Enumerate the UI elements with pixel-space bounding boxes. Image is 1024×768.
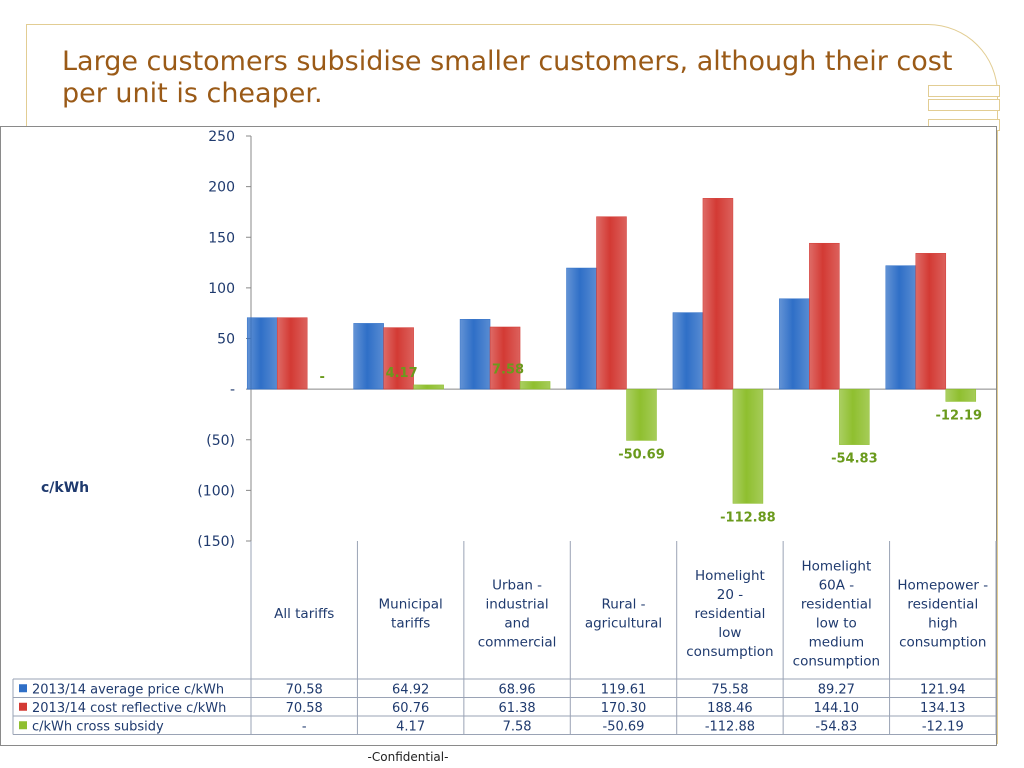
- table-cell-value: 70.58: [286, 682, 323, 697]
- bar-cross-subsidy: [945, 388, 977, 402]
- chart-container: 250 200 150 100 50 - (50) (100) (150) c/kWh - 4.17 7…: [0, 126, 997, 746]
- bar-cost-reflective: [489, 326, 521, 390]
- bar-average-price: [246, 317, 278, 390]
- bar-average-price: [459, 319, 491, 390]
- bar-cross-subsidy: [732, 388, 764, 504]
- legend-series-name: c/kWh cross subsidy: [32, 719, 164, 734]
- data-label-cross-subsidy: 4.17: [386, 366, 418, 381]
- legend-series-name: 2013/14 cost reflective c/kWh: [32, 701, 226, 716]
- bar-average-price: [885, 265, 917, 390]
- table-cell-value: -: [302, 719, 307, 734]
- data-label-cross-subsidy: -112.88: [720, 510, 776, 525]
- bar-cost-reflective: [596, 216, 627, 390]
- y-tick-label: 100: [208, 281, 235, 297]
- data-label-cross-subsidy: -12.19: [936, 408, 983, 423]
- y-tick-label: (100): [197, 483, 235, 499]
- table-cell-value: 89.27: [818, 682, 855, 697]
- table-cell-value: 121.94: [920, 682, 966, 697]
- category-label: Homelight 60A -residential low to medium con…: [793, 559, 880, 670]
- table-cell-value: 64.92: [392, 682, 429, 697]
- table-cell-value: 4.17: [396, 719, 425, 734]
- data-label-cross-subsidy: -: [320, 370, 325, 385]
- table-cell-value: 68.96: [498, 682, 535, 697]
- table-cell-value: 134.13: [920, 701, 966, 716]
- bar-average-price: [779, 298, 810, 390]
- bar-cost-reflective: [383, 327, 414, 390]
- table-cell-value: 188.46: [707, 701, 753, 716]
- table-cell-value: -54.83: [815, 719, 857, 734]
- y-tick-label: 150: [208, 230, 235, 246]
- data-label-cross-subsidy: -54.83: [831, 452, 878, 467]
- bar-cost-reflective: [276, 317, 308, 390]
- bar-cross-subsidy: [626, 388, 657, 441]
- footer-confidential: -Confidential-: [367, 750, 449, 764]
- table-cell-value: 70.58: [286, 701, 323, 716]
- bar-average-price: [672, 312, 704, 390]
- y-tick-label: (50): [206, 433, 235, 449]
- y-tick-label: -: [230, 382, 235, 398]
- bar-cost-reflective: [702, 198, 734, 390]
- legend-swatch: [19, 702, 27, 711]
- table-cell-value: 61.38: [498, 701, 535, 716]
- y-tick-label: 50: [217, 332, 235, 348]
- bar-cost-reflective: [809, 242, 840, 390]
- category-label: Rural -agricultural: [585, 597, 662, 632]
- table-cell-value: 170.30: [601, 701, 647, 716]
- slide-title: Large customers subsidise smaller custom…: [62, 46, 953, 109]
- category-label: Municipal tariffs: [379, 597, 443, 632]
- table-cell-value: 119.61: [601, 682, 647, 697]
- bar-average-price: [353, 323, 384, 390]
- legend-series-name: 2013/14 average price c/kWh: [32, 682, 224, 697]
- table-cell-value: 60.76: [392, 701, 429, 716]
- y-tick-label: 200: [208, 180, 235, 196]
- legend-swatch: [19, 721, 27, 730]
- legend-swatch: [19, 684, 27, 693]
- data-label-cross-subsidy: -50.69: [618, 447, 665, 462]
- table-cell-value: 144.10: [814, 701, 860, 716]
- table-cell-value: -112.88: [705, 719, 755, 734]
- category-label: Urban -industrial and commercial: [478, 578, 557, 651]
- bar-average-price: [566, 267, 597, 390]
- data-label-cross-subsidy: 7.58: [492, 362, 524, 377]
- table-cell-value: -50.69: [603, 719, 645, 734]
- bar-chart: 250 200 150 100 50 - (50) (100) (150) c/kWh - 4.17 7…: [12, 129, 997, 735]
- y-tick-label: (150): [197, 534, 235, 550]
- category-label: Homepower -residential high consumption: [897, 578, 988, 651]
- bar-cross-subsidy: [413, 384, 444, 390]
- bar-cost-reflective: [915, 253, 947, 390]
- table-cell-value: 75.58: [711, 682, 748, 697]
- y-axis-label: c/kWh: [41, 480, 89, 496]
- category-label: All tariffs: [274, 606, 334, 622]
- category-label: Homelight 20 -residential low consumption: [686, 568, 773, 660]
- y-tick-label: 250: [208, 129, 235, 145]
- table-cell-value: 7.58: [503, 719, 532, 734]
- bar-cross-subsidy: [839, 388, 870, 445]
- bar-cross-subsidy: [519, 381, 551, 390]
- table-cell-value: -12.19: [922, 719, 964, 734]
